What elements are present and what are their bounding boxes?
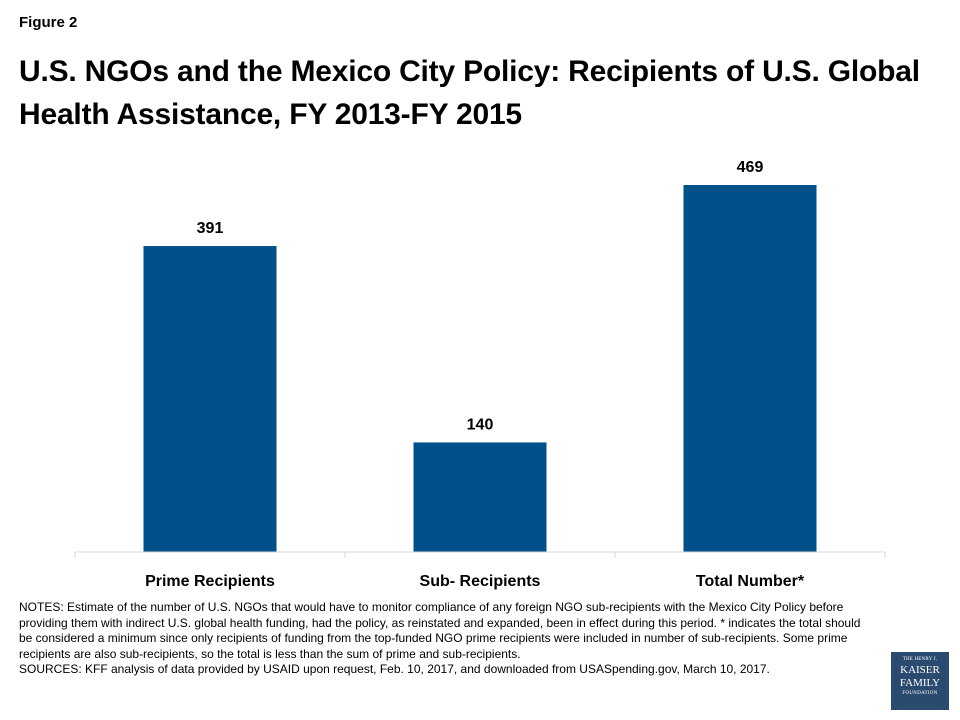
logo-line-3: FAMILY [899,677,941,689]
figure-label: Figure 2 [19,14,78,31]
bar-1 [413,442,547,552]
notes-block: NOTES: Estimate of the number of U.S. NG… [19,600,869,678]
category-label-0: Prime Recipients [145,573,275,590]
chart-title: U.S. NGOs and the Mexico City Policy: Re… [19,55,920,131]
sources-text: SOURCES: KFF analysis of data provided b… [19,662,770,677]
category-label-1: Sub- Recipients [420,573,541,590]
bar-chart: 391 Prime Recipients 140 Sub- Recipients 469… [74,159,886,590]
logo-line-2: KAISER [900,664,940,676]
data-label-2: 469 [737,159,764,176]
bar-2 [683,185,817,552]
notes-text: NOTES: Estimate of the number of U.S. NG… [19,600,861,661]
kff-logo: THE HENRY J. KAISER FAMILY FOUNDATION [891,652,949,710]
data-label-0: 391 [197,220,224,237]
logo-line-4: FOUNDATION [902,691,938,696]
bar-0 [143,246,277,552]
data-label-1: 140 [467,416,494,433]
category-label-2: Total Number* [696,573,805,590]
logo-line-1: THE HENRY J. [902,657,938,662]
